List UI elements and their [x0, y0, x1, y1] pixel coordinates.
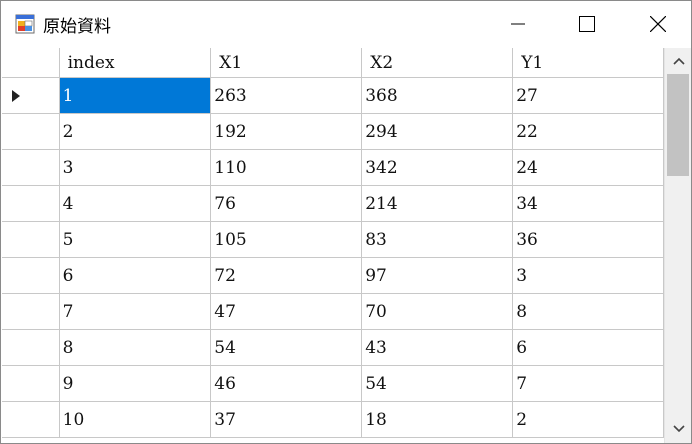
- cell-x2[interactable]: 214: [361, 185, 514, 222]
- cell-x2[interactable]: 70: [361, 293, 514, 330]
- form-app-icon: [15, 14, 35, 34]
- data-table: index X1 X2 Y1 1 263 368 27: [2, 48, 664, 438]
- cell-index[interactable]: 6: [59, 257, 212, 294]
- header-row: index X1 X2 Y1: [2, 48, 664, 78]
- scroll-up-button[interactable]: [665, 50, 691, 72]
- column-header-x1[interactable]: X1: [210, 48, 363, 78]
- table-row[interactable]: 5 105 83 36: [2, 221, 664, 258]
- chevron-down-icon: [672, 425, 685, 433]
- row-header[interactable]: [2, 257, 60, 294]
- cell-x2[interactable]: 83: [361, 221, 514, 258]
- table-row[interactable]: 4 76 214 34: [2, 185, 664, 222]
- cell-x2[interactable]: 97: [361, 257, 514, 294]
- cell-y1[interactable]: 22: [512, 113, 664, 150]
- scrollbar-thumb[interactable]: [667, 74, 689, 176]
- cell-y1[interactable]: 7: [512, 365, 664, 402]
- cell-y1[interactable]: 36: [512, 221, 664, 258]
- table-row[interactable]: 2 192 294 22: [2, 113, 664, 150]
- row-header[interactable]: [2, 329, 60, 366]
- scroll-down-button[interactable]: [665, 418, 691, 440]
- cell-index[interactable]: 7: [59, 293, 212, 330]
- cell-y1[interactable]: 2: [512, 401, 664, 438]
- cell-x1[interactable]: 192: [210, 113, 363, 150]
- cell-y1[interactable]: 3: [512, 257, 664, 294]
- cell-x1[interactable]: 72: [210, 257, 363, 294]
- cell-x2[interactable]: 368: [361, 77, 514, 114]
- title-bar[interactable]: 原始資料: [1, 1, 691, 47]
- row-header[interactable]: [2, 293, 60, 330]
- chevron-up-icon: [672, 57, 685, 65]
- close-button[interactable]: [635, 1, 681, 47]
- cell-x1[interactable]: 105: [210, 221, 363, 258]
- row-header[interactable]: [2, 185, 60, 222]
- cell-y1[interactable]: 6: [512, 329, 664, 366]
- cell-index[interactable]: 1: [59, 77, 212, 114]
- cell-index[interactable]: 4: [59, 185, 212, 222]
- table-row[interactable]: 9 46 54 7: [2, 365, 664, 402]
- cell-index[interactable]: 9: [59, 365, 212, 402]
- close-icon: [650, 16, 666, 32]
- column-header-x2[interactable]: X2: [361, 48, 514, 78]
- maximize-button[interactable]: [564, 1, 610, 47]
- top-left-header-cell[interactable]: [2, 48, 60, 78]
- row-header[interactable]: [2, 365, 60, 402]
- cell-index[interactable]: 8: [59, 329, 212, 366]
- cell-index[interactable]: 10: [59, 401, 212, 438]
- table-row[interactable]: 7 47 70 8: [2, 293, 664, 330]
- minimize-icon: [511, 23, 525, 25]
- table-row[interactable]: 10 37 18 2: [2, 401, 664, 438]
- table-row[interactable]: 3 110 342 24: [2, 149, 664, 186]
- cell-y1[interactable]: 24: [512, 149, 664, 186]
- data-grid[interactable]: index X1 X2 Y1 1 263 368 27: [2, 48, 664, 440]
- cell-x1[interactable]: 54: [210, 329, 363, 366]
- current-row-arrow-icon: [12, 89, 20, 102]
- row-header[interactable]: [2, 113, 60, 150]
- cell-x2[interactable]: 54: [361, 365, 514, 402]
- cell-x2[interactable]: 342: [361, 149, 514, 186]
- table-row[interactable]: 1 263 368 27: [2, 77, 664, 114]
- window-title: 原始資料: [43, 17, 111, 37]
- table-row[interactable]: 6 72 97 3: [2, 257, 664, 294]
- row-header[interactable]: [2, 221, 60, 258]
- cell-y1[interactable]: 8: [512, 293, 664, 330]
- cell-y1[interactable]: 34: [512, 185, 664, 222]
- minimize-button[interactable]: [495, 1, 541, 47]
- cell-y1[interactable]: 27: [512, 77, 664, 114]
- cell-x2[interactable]: 18: [361, 401, 514, 438]
- row-header[interactable]: [2, 401, 60, 438]
- maximize-icon: [579, 16, 595, 32]
- cell-index[interactable]: 3: [59, 149, 212, 186]
- cell-x2[interactable]: 43: [361, 329, 514, 366]
- table-row[interactable]: 8 54 43 6: [2, 329, 664, 366]
- column-header-index[interactable]: index: [59, 48, 212, 78]
- cell-x1[interactable]: 263: [210, 77, 363, 114]
- cell-x1[interactable]: 76: [210, 185, 363, 222]
- cell-x1[interactable]: 110: [210, 149, 363, 186]
- cell-index[interactable]: 5: [59, 221, 212, 258]
- cell-x1[interactable]: 47: [210, 293, 363, 330]
- cell-x1[interactable]: 46: [210, 365, 363, 402]
- column-header-y1[interactable]: Y1: [512, 48, 664, 78]
- cell-x2[interactable]: 294: [361, 113, 514, 150]
- cell-index[interactable]: 2: [59, 113, 212, 150]
- vertical-scrollbar[interactable]: [664, 48, 691, 443]
- row-header[interactable]: [2, 77, 60, 114]
- cell-x1[interactable]: 37: [210, 401, 363, 438]
- row-header[interactable]: [2, 149, 60, 186]
